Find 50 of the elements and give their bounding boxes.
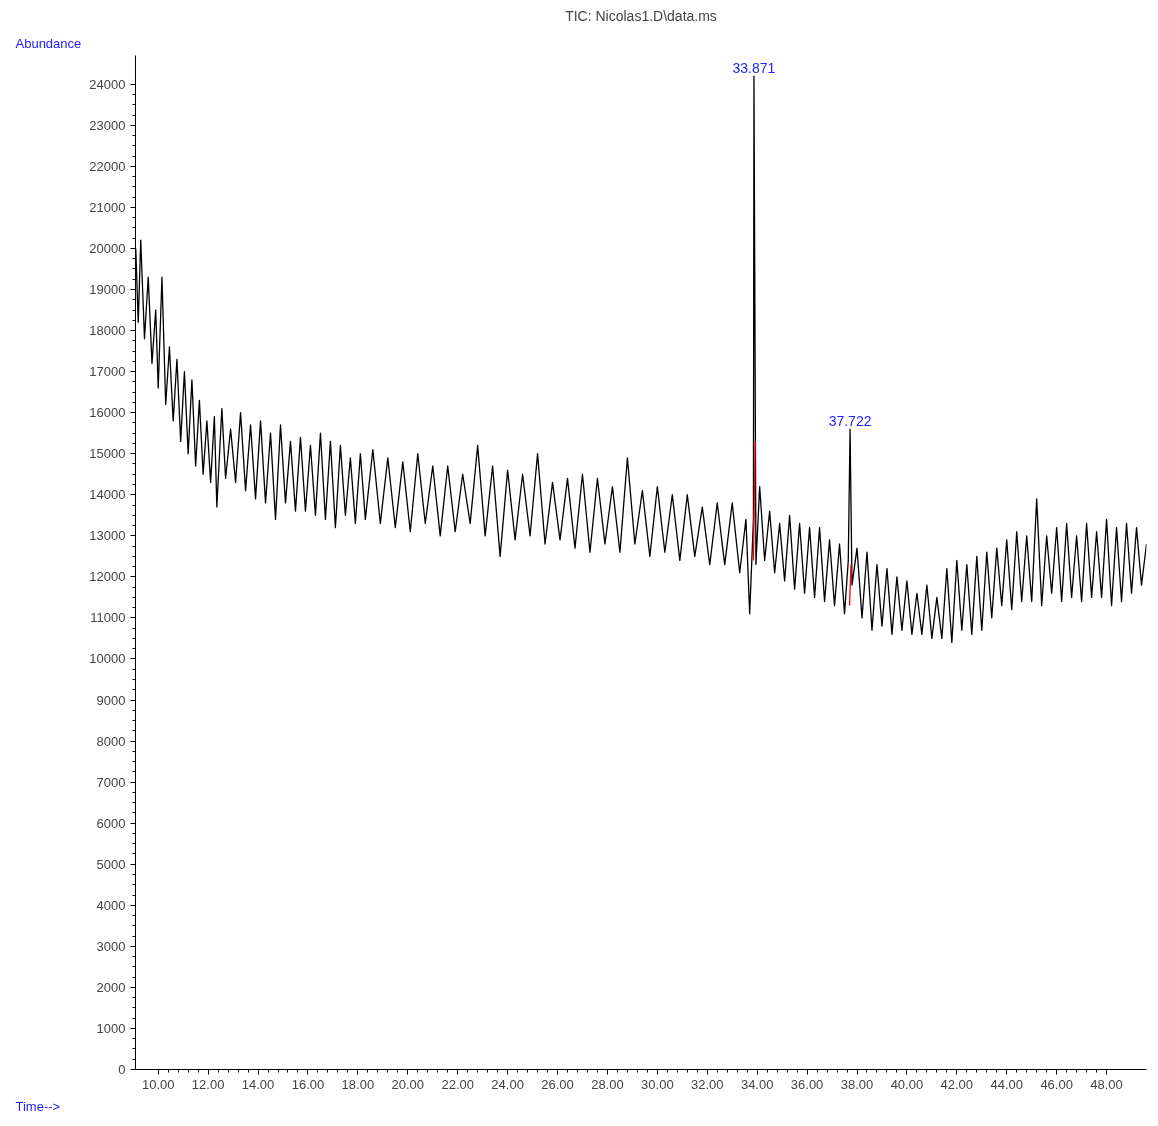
y-tick-label: 23000 — [89, 117, 126, 133]
x-tick-label: 34.00 — [740, 1076, 774, 1092]
x-tick-label: 36.00 — [790, 1076, 824, 1092]
x-tick-label: 30.00 — [641, 1076, 674, 1092]
y-tick-label: 19000 — [89, 282, 126, 297]
x-tick-label: 28.00 — [591, 1076, 624, 1092]
annotation: 37.722 — [828, 413, 872, 430]
x-tick-label: 20.00 — [391, 1076, 425, 1092]
x-tick-label: 46.00 — [1040, 1076, 1073, 1092]
x-tick-label: 16.00 — [291, 1076, 325, 1092]
y-tick-label: 3000 — [96, 938, 126, 954]
x-tick-label: 48.00 — [1090, 1076, 1123, 1092]
y-tick-label: 20000 — [89, 240, 126, 256]
x-tick-label: 44.00 — [990, 1076, 1024, 1092]
x-tick-label: 10.00 — [141, 1076, 175, 1092]
y-tick-label: 10000 — [89, 651, 126, 667]
x-tick-label: 42.00 — [940, 1076, 974, 1092]
y-tick-label: 6000 — [96, 815, 126, 831]
y-tick-label: 1000 — [96, 1020, 126, 1036]
y-axis-title: Abundance — [15, 35, 82, 51]
y-tick-label: 21000 — [89, 199, 126, 215]
y-tick-label: 16000 — [89, 405, 126, 421]
x-tick-label: 18.00 — [341, 1076, 375, 1092]
y-tick-label: 18000 — [89, 323, 126, 339]
y-tick-label: 5000 — [96, 856, 126, 872]
x-tick-label: 32.00 — [690, 1076, 724, 1092]
y-tick-label: 12000 — [89, 569, 126, 585]
x-axis-title: Time--> — [15, 1098, 61, 1114]
x-tick-label: 24.00 — [491, 1076, 524, 1092]
annotation: 33.871 — [732, 60, 776, 77]
x-tick-label: 40.00 — [890, 1076, 924, 1092]
x-tick-label: 12.00 — [191, 1076, 225, 1092]
y-tick-label: 22000 — [89, 158, 126, 174]
y-tick-label: 8000 — [96, 733, 126, 749]
y-tick-label: 13000 — [89, 528, 126, 544]
y-tick-label: 4000 — [96, 897, 126, 913]
x-tick-label: 38.00 — [840, 1076, 874, 1092]
y-tick-label: 9000 — [96, 692, 126, 708]
x-tick-label: 26.00 — [541, 1076, 574, 1092]
y-tick-label: 0 — [118, 1062, 126, 1077]
y-tick-label: 2000 — [96, 979, 126, 995]
y-tick-label: 11000 — [90, 610, 126, 626]
x-tick-label: 14.00 — [241, 1076, 275, 1092]
x-tick-label: 22.00 — [441, 1076, 474, 1092]
y-tick-label: 17000 — [89, 364, 126, 380]
y-tick-label: 24000 — [89, 76, 126, 92]
y-tick-label: 14000 — [89, 487, 126, 503]
chart-title: TIC: Nicolas1.D\data.ms — [565, 7, 717, 24]
y-tick-label: 7000 — [96, 774, 126, 790]
y-tick-label: 15000 — [89, 446, 126, 462]
